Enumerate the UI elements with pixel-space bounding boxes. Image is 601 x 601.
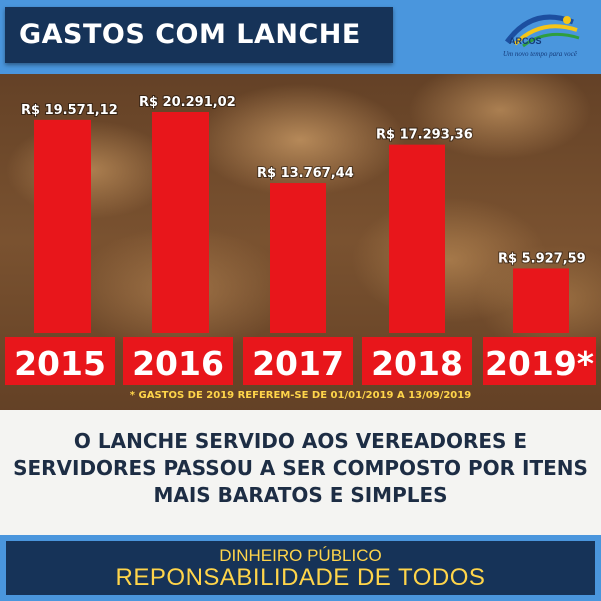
year-label-2019: 2019* xyxy=(485,344,594,383)
year-label-2015: 2015 xyxy=(14,344,106,383)
bar-2018 xyxy=(389,144,445,333)
message-text: O LANCHE SERVIDO AOS VEREADORES E SERVID… xyxy=(0,428,601,509)
logo-slogan: Um novo tempo para você xyxy=(503,50,577,58)
year-label-2018: 2018 xyxy=(371,344,463,383)
year-label-box-2015 xyxy=(5,337,115,385)
message-line-3: MAIS BARATOS E SIMPLES xyxy=(153,483,448,507)
value-label-2018: R$ 17.293,36 xyxy=(376,128,473,143)
message-line-2: SERVIDORES PASSOU A SER COMPOSTO POR ITE… xyxy=(13,456,588,480)
bar-2015 xyxy=(34,119,91,333)
year-label-box-2018 xyxy=(362,337,472,385)
title-box: GASTOS COM LANCHE xyxy=(5,7,393,63)
value-label-2015: R$ 19.571,12 xyxy=(21,103,118,118)
footer-line-2: REPONSABILIDADE DE TODOS xyxy=(115,564,486,591)
bar-2019 xyxy=(513,268,569,333)
value-label-2016: R$ 20.291,02 xyxy=(139,95,236,110)
message-line-1: O LANCHE SERVIDO AOS VEREADORES E xyxy=(73,429,528,453)
year-label-box-2017 xyxy=(243,337,353,385)
logo-name: ARCOS xyxy=(509,36,542,46)
bar-chart: R$ 19.571,12 2015 R$ 20.291,02 2016 R$ 13.76… xyxy=(5,94,596,385)
message-panel xyxy=(0,410,601,535)
value-label-2019: R$ 5.927,59 xyxy=(498,251,586,266)
footer-box xyxy=(6,541,595,595)
footer-line-1: DINHEIRO PÚBLICO xyxy=(219,546,382,565)
year-label-2016: 2016 xyxy=(132,344,224,383)
logo-arcs-icon xyxy=(504,14,580,48)
year-label-box-2019 xyxy=(483,337,596,385)
footnote: * GASTOS DE 2019 REFEREM-SE DE 01/01/201… xyxy=(129,390,472,401)
municipal-logo: ARCOS Um novo tempo para você xyxy=(503,8,583,66)
year-label-box-2016 xyxy=(123,337,233,385)
value-label-2017: R$ 13.767,44 xyxy=(257,166,354,181)
year-label-2017: 2017 xyxy=(252,344,344,383)
page-title: GASTOS COM LANCHE xyxy=(19,19,361,50)
bar-2016 xyxy=(152,112,209,333)
bar-2017 xyxy=(270,183,326,333)
